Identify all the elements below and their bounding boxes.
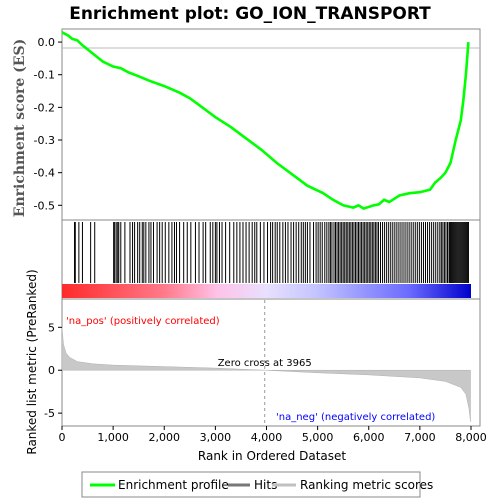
- rank-y-label: Ranked list metric (PreRanked): [25, 269, 39, 454]
- rank-color-bar: [62, 284, 471, 298]
- legend-ranking-label: Ranking metric scores: [300, 478, 433, 492]
- rank-tick-label: 0: [48, 364, 55, 377]
- chart-title: Enrichment plot: GO_ION_TRANSPORT: [69, 4, 431, 24]
- es-tick-label: -0.2: [34, 101, 55, 114]
- legend-enrichment-label: Enrichment profile: [118, 478, 229, 492]
- x-axis-label: Rank in Ordered Dataset: [198, 449, 346, 463]
- x-tick-label: 7,000: [404, 431, 436, 444]
- ranking-metric-area: [61, 327, 471, 422]
- es-panel-frame: [61, 28, 481, 221]
- es-y-label: Enrichment score (ES): [12, 39, 28, 217]
- neg-label: 'na_neg' (negatively correlated): [276, 412, 435, 423]
- x-axis-ticks: 0 1,000 2,000 3,000 4,000 5,000 6,000 7,000 8,00…: [59, 426, 487, 444]
- legend-frame: [81, 471, 421, 498]
- es-tick-label: 0.0: [38, 36, 56, 49]
- rank-y-ticks: 5 0 -5: [44, 321, 62, 420]
- es-tick-label: -0.5: [34, 199, 55, 212]
- pos-label: 'na_pos' (positively correlated): [66, 316, 220, 327]
- x-tick-label: 0: [59, 431, 66, 444]
- es-tick-label: -0.3: [34, 134, 55, 147]
- x-tick-label: 2,000: [149, 431, 181, 444]
- ranking-panel-frame: [61, 298, 481, 427]
- es-tick-label: -0.1: [34, 69, 55, 82]
- x-tick-label: 6,000: [353, 431, 385, 444]
- x-tick-label: 4,000: [251, 431, 283, 444]
- es-y-ticks: 0.0 -0.1 -0.2 -0.3 -0.4 -0.5: [34, 36, 62, 212]
- legend: Enrichment profile Hits Ranking metric s…: [81, 471, 433, 498]
- legend-hits-label: Hits: [254, 478, 277, 492]
- x-tick-label: 5,000: [302, 431, 334, 444]
- zero-cross-label: Zero cross at 3965: [218, 358, 312, 369]
- x-tick-label: 1,000: [97, 431, 129, 444]
- x-tick-label: 8,000: [455, 431, 487, 444]
- rank-tick-label: 5: [48, 321, 55, 334]
- enrichment-profile-line: [61, 31, 470, 211]
- hits-group: [74, 222, 469, 283]
- x-tick-label: 3,000: [200, 431, 232, 444]
- rank-tick-label: -5: [44, 407, 55, 420]
- es-tick-label: -0.4: [34, 167, 55, 180]
